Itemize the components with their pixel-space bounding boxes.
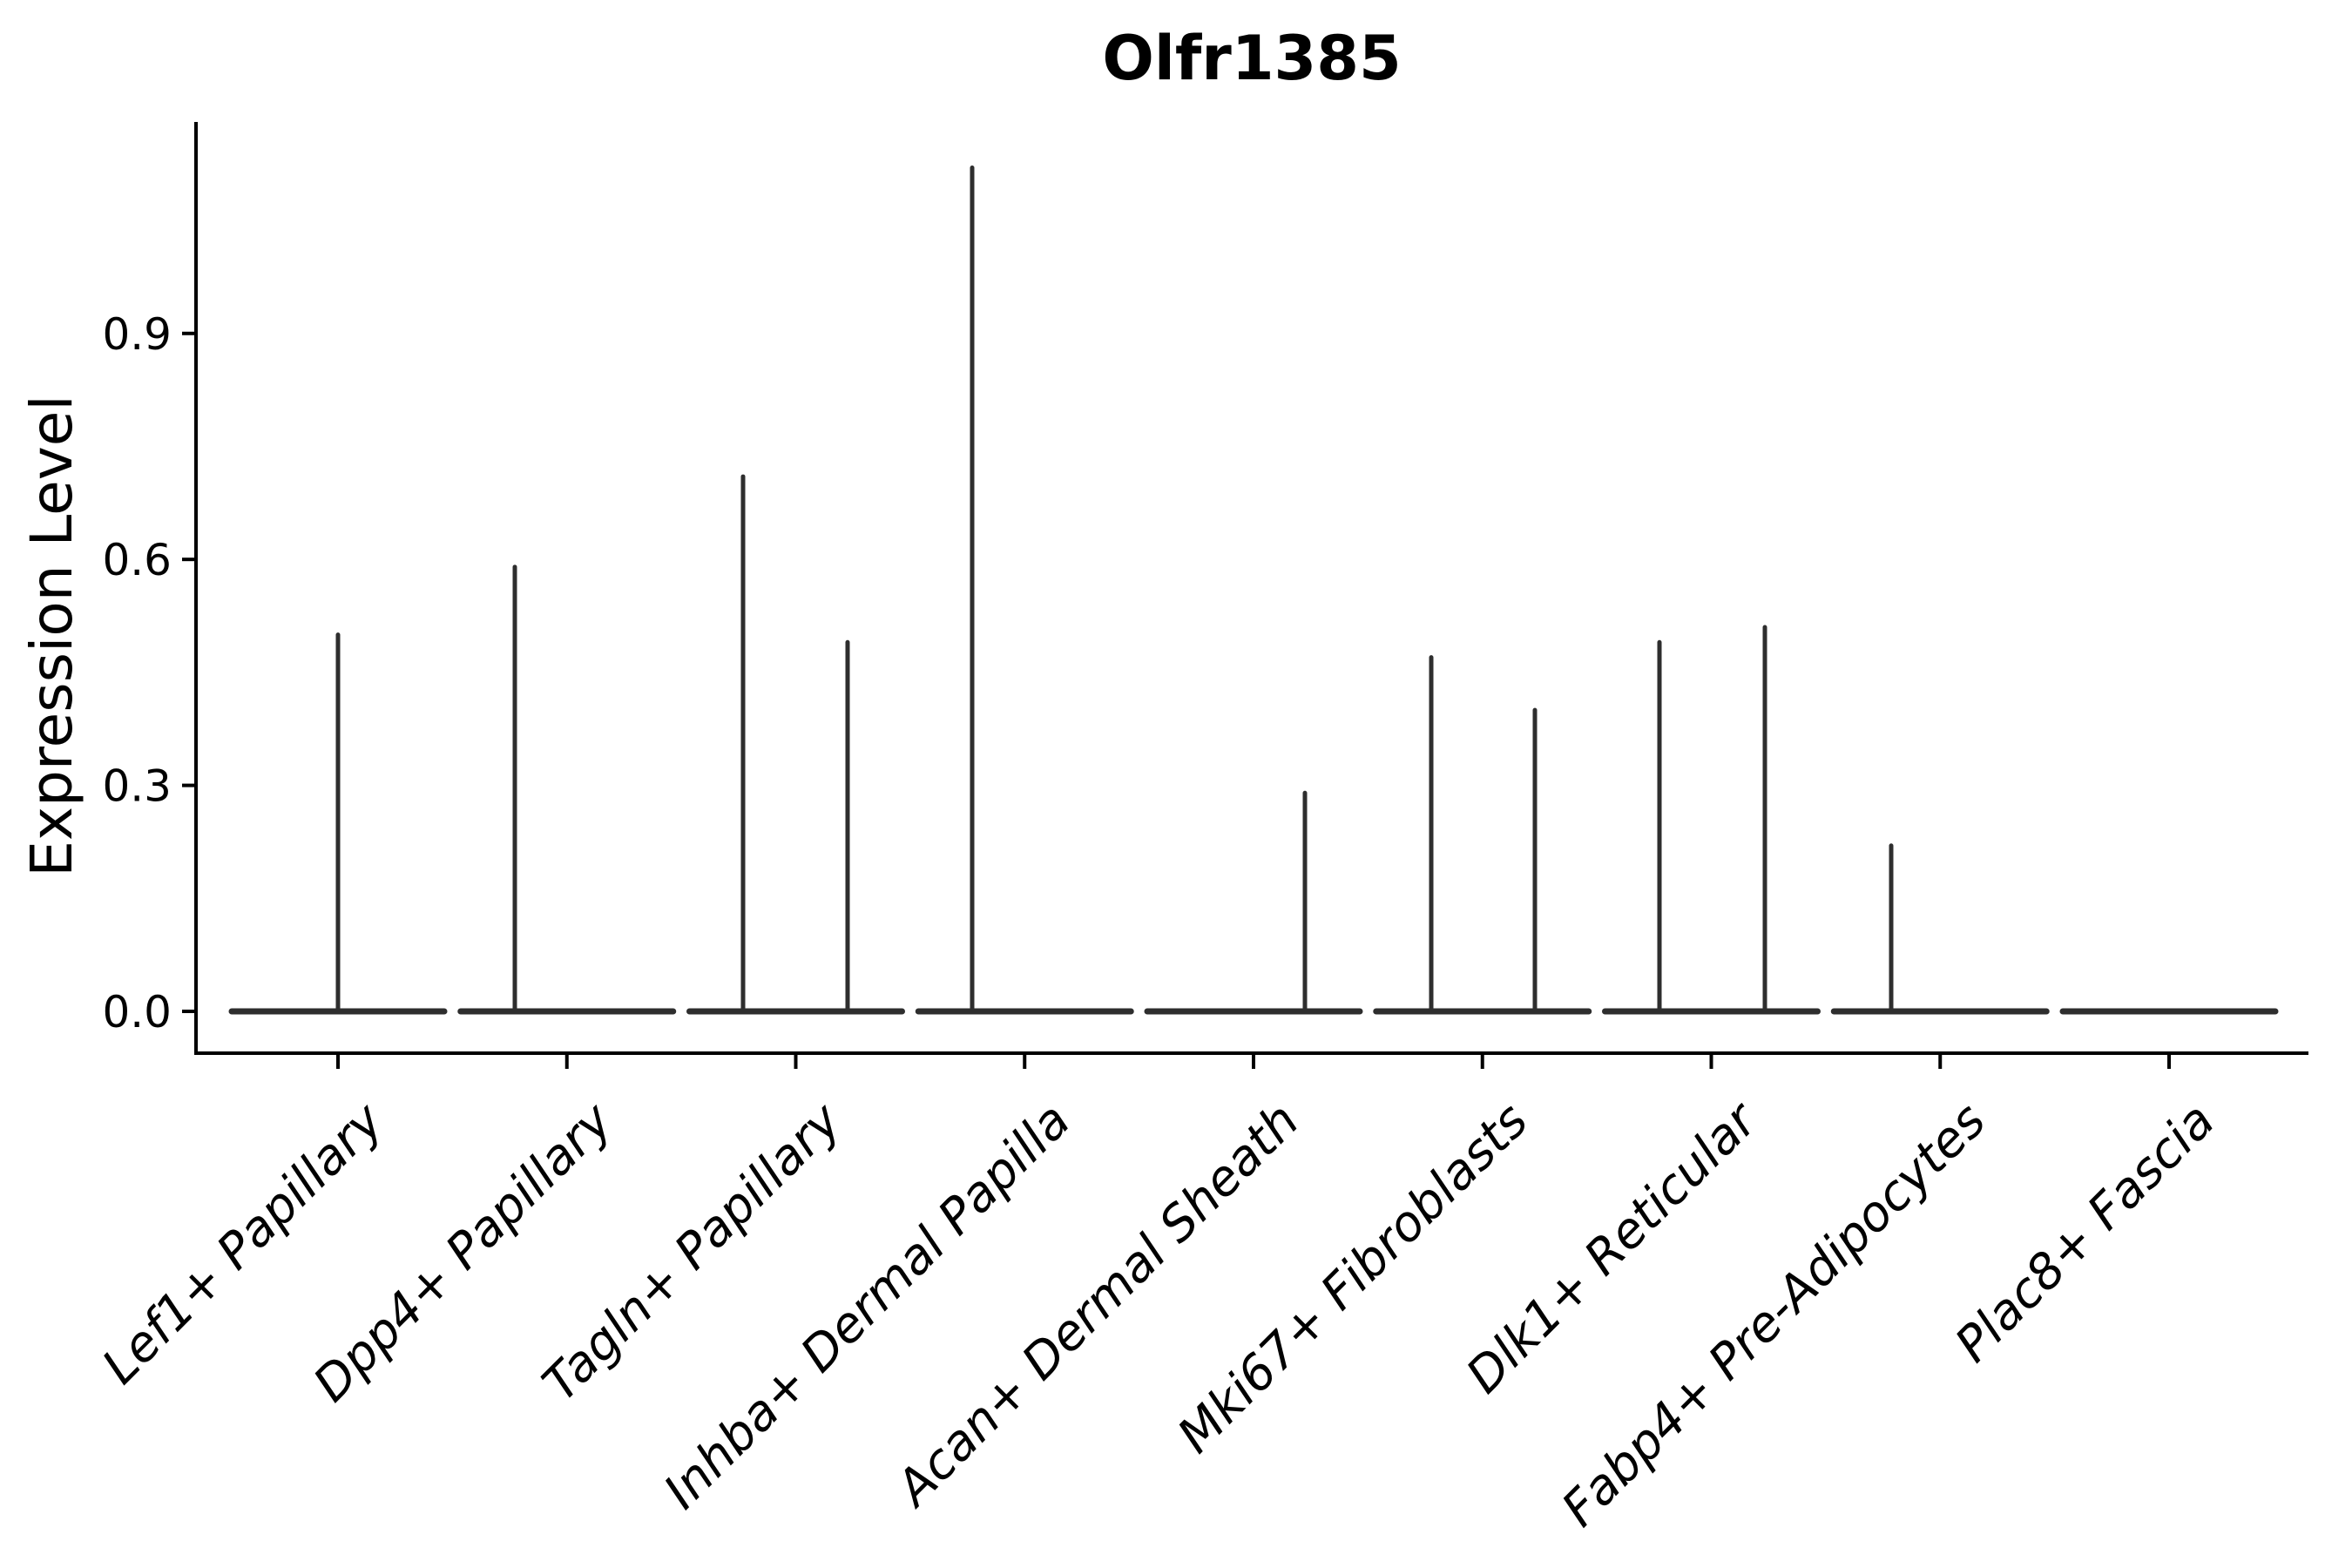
y-tick-label: 0.9 bbox=[102, 309, 172, 360]
y-axis-title: Expression Level bbox=[18, 395, 85, 876]
y-tick-label: 0.3 bbox=[102, 761, 172, 812]
y-tick-label: 0.6 bbox=[102, 535, 172, 585]
x-axis-label: Fabp4+ Pre-Adipocytes bbox=[1551, 1092, 1997, 1538]
plot-title: Olfr1385 bbox=[1102, 23, 1402, 94]
x-axis-label: Inhba+ Dermal Papilla bbox=[653, 1092, 1081, 1520]
x-axis-label: Acan+ Dermal Sheath bbox=[884, 1092, 1310, 1518]
y-tick-label: 0.0 bbox=[102, 987, 172, 1037]
